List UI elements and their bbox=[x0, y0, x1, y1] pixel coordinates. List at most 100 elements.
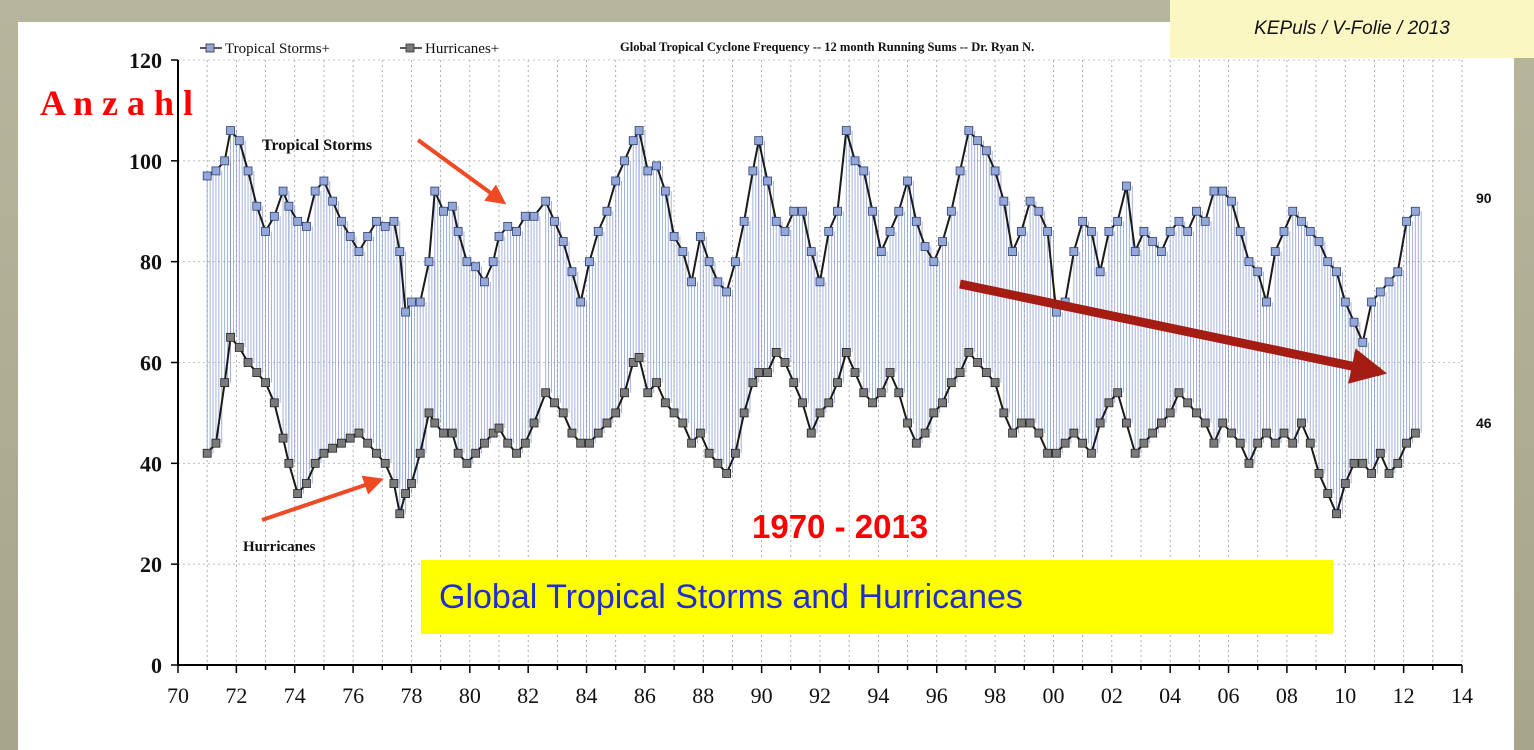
tropical-storms-point bbox=[999, 196, 1009, 206]
tropical-storms-point bbox=[938, 237, 947, 246]
hurricanes-line bbox=[206, 334, 1417, 517]
tropical-storms-point bbox=[1209, 186, 1219, 196]
hurricanes-point bbox=[529, 418, 539, 428]
tropical-storms-point bbox=[1122, 181, 1131, 191]
tropical-storms-point bbox=[611, 176, 621, 186]
tropical-storms-point bbox=[754, 136, 764, 146]
x-tick-label: 12 bbox=[1393, 683, 1415, 708]
hurricanes-point bbox=[1078, 438, 1088, 448]
tropical-storms-point bbox=[748, 166, 758, 176]
hurricanes-point bbox=[1288, 438, 1298, 448]
x-tick-label: 96 bbox=[926, 683, 948, 708]
tropical-storms-point bbox=[447, 201, 457, 211]
hurricanes-point bbox=[652, 378, 661, 388]
tropical-storms-point bbox=[1305, 227, 1315, 236]
hurricanes-point bbox=[1148, 428, 1158, 438]
hurricanes-point bbox=[558, 408, 568, 418]
hurricanes-point bbox=[1016, 418, 1026, 428]
tropical-storms-point bbox=[946, 206, 956, 216]
tropical-storms-point bbox=[269, 211, 279, 221]
hurricanes-point bbox=[401, 489, 411, 498]
tropical-storms-point bbox=[1314, 237, 1324, 246]
hurricanes-point bbox=[395, 509, 405, 519]
hurricanes-point bbox=[1384, 469, 1394, 478]
hurricanes-point bbox=[202, 448, 212, 458]
tropical-storms-point bbox=[850, 156, 860, 166]
hurricanes-point bbox=[687, 438, 696, 448]
hurricanes-point bbox=[301, 479, 311, 488]
tropical-storms-point bbox=[278, 186, 288, 196]
hurricanes-point bbox=[1034, 428, 1044, 438]
x-tick-label: 76 bbox=[342, 683, 364, 708]
hurricanes-point bbox=[1051, 448, 1061, 458]
source-badge: KEPuls / V-Folie / 2013 bbox=[1170, 0, 1534, 58]
tropical-storms-point bbox=[567, 267, 577, 277]
banner-text: Global Tropical Storms and Hurricanes bbox=[439, 577, 1023, 616]
x-tick-label: 80 bbox=[459, 683, 481, 708]
tropical-storms-point bbox=[929, 257, 939, 267]
x-tick-label: 98 bbox=[984, 683, 1006, 708]
tropical-storms-point bbox=[643, 166, 653, 176]
hurricanes-point bbox=[903, 418, 912, 428]
hurricanes-point bbox=[722, 469, 732, 478]
hurricanes-point bbox=[611, 408, 621, 418]
legend: Tropical Storms+ Hurricanes+ bbox=[200, 41, 499, 57]
tropical-storms-point bbox=[1165, 227, 1175, 236]
hurricanes-point bbox=[981, 368, 991, 377]
hurricanes-point bbox=[453, 448, 463, 458]
tropical-storms-point bbox=[1323, 257, 1333, 267]
tropical-storms-point bbox=[328, 196, 338, 206]
tropical-storms-point bbox=[1148, 237, 1158, 246]
hurricanes-point bbox=[894, 388, 904, 398]
tropical-storms-point bbox=[395, 247, 405, 256]
hurricanes-point bbox=[1340, 479, 1350, 488]
tropical-storms-point bbox=[301, 221, 311, 231]
tropical-storms-point bbox=[1235, 227, 1245, 236]
x-tick-label: 70 bbox=[167, 683, 189, 708]
hurricanes-point bbox=[713, 458, 723, 468]
legend-tropical-marker bbox=[205, 43, 215, 53]
hurricanes-point bbox=[1332, 509, 1341, 519]
tropical-storms-point bbox=[550, 216, 559, 226]
tropical-storms-point bbox=[911, 216, 921, 226]
y-tick-labels: 0 20 40 60 80 100 120 bbox=[129, 48, 162, 678]
hurricanes-point bbox=[494, 423, 504, 433]
x-tick-label: 92 bbox=[809, 683, 831, 708]
hurricanes-point bbox=[1192, 408, 1201, 418]
tropical-storms-point bbox=[471, 262, 481, 272]
hurricanes-point bbox=[1200, 418, 1210, 428]
tropical-storms-point bbox=[634, 126, 644, 135]
hurricanes-point bbox=[748, 378, 758, 388]
legend-hurricanes-marker bbox=[405, 43, 415, 53]
tropical-storms-point bbox=[1008, 247, 1017, 256]
hurricanes-point bbox=[550, 398, 559, 408]
hurricanes-point bbox=[789, 378, 799, 388]
hurricanes-point bbox=[269, 398, 279, 408]
tropical-storms-point bbox=[1340, 297, 1350, 307]
tropical-storms-point bbox=[602, 206, 612, 216]
tropical-storms-point bbox=[806, 247, 816, 256]
hurricanes-point bbox=[1227, 428, 1236, 438]
hurricanes-point bbox=[999, 408, 1009, 418]
y-tick-label: 20 bbox=[140, 552, 162, 577]
tropical-storms-point bbox=[660, 186, 670, 196]
tropical-storms-point bbox=[462, 257, 472, 267]
tropical-storms-point bbox=[1332, 267, 1341, 277]
tropical-storms-point bbox=[1086, 227, 1096, 236]
hurricanes-point bbox=[990, 378, 1000, 388]
tropical-storms-point bbox=[243, 166, 253, 176]
hurricanes-point bbox=[1358, 458, 1368, 468]
legend-hurricanes-label: Hurricanes+ bbox=[425, 41, 499, 57]
tropical-storms-point bbox=[1218, 186, 1228, 196]
tropical-storms-point bbox=[453, 227, 463, 236]
tropical-storms-point bbox=[319, 176, 329, 186]
hurricanes-point bbox=[1279, 428, 1289, 438]
tropical-storms-point bbox=[1113, 216, 1123, 226]
hurricanes-point bbox=[1139, 438, 1149, 448]
hurricanes-point bbox=[1086, 448, 1096, 458]
hurricanes-point bbox=[541, 388, 551, 398]
hurricanes-point bbox=[1235, 438, 1245, 448]
tropical-storms-point bbox=[1270, 247, 1280, 256]
hurricanes-annotation: Hurricanes bbox=[243, 539, 316, 555]
